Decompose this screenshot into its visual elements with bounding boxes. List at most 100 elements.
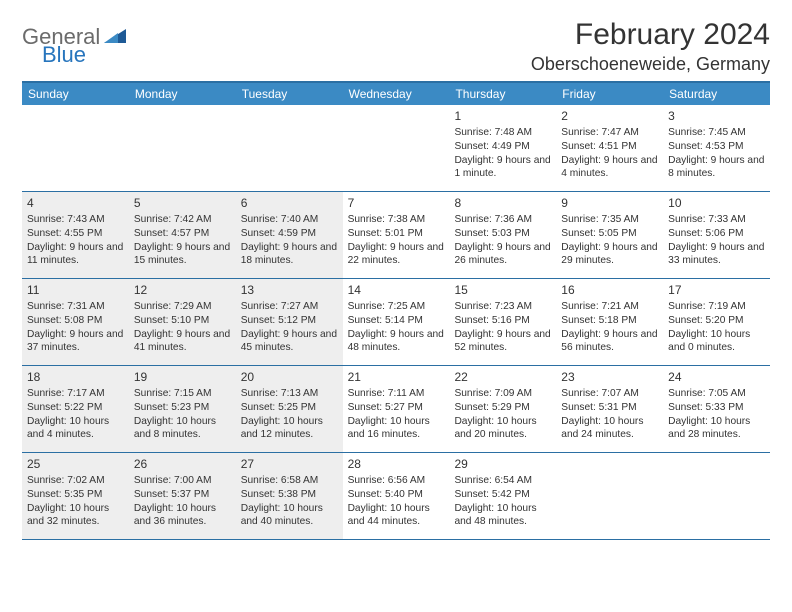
sunrise-text: Sunrise: 7:47 AM bbox=[561, 126, 658, 140]
day-cell: 20Sunrise: 7:13 AMSunset: 5:25 PMDayligh… bbox=[236, 366, 343, 452]
day-cell: 28Sunrise: 6:56 AMSunset: 5:40 PMDayligh… bbox=[343, 453, 450, 539]
day-number: 24 bbox=[668, 369, 765, 385]
daylight-text: Daylight: 10 hours and 12 minutes. bbox=[241, 415, 338, 443]
sunrise-text: Sunrise: 7:40 AM bbox=[241, 213, 338, 227]
sunrise-text: Sunrise: 7:11 AM bbox=[348, 387, 445, 401]
day-header-saturday: Saturday bbox=[663, 83, 770, 105]
day-number: 17 bbox=[668, 282, 765, 298]
daylight-text: Daylight: 10 hours and 0 minutes. bbox=[668, 328, 765, 356]
sunrise-text: Sunrise: 7:38 AM bbox=[348, 213, 445, 227]
day-number: 18 bbox=[27, 369, 124, 385]
sunrise-text: Sunrise: 7:33 AM bbox=[668, 213, 765, 227]
sunrise-text: Sunrise: 7:13 AM bbox=[241, 387, 338, 401]
day-number: 15 bbox=[454, 282, 551, 298]
daylight-text: Daylight: 9 hours and 8 minutes. bbox=[668, 154, 765, 182]
sunset-text: Sunset: 5:40 PM bbox=[348, 488, 445, 502]
daylight-text: Daylight: 9 hours and 29 minutes. bbox=[561, 241, 658, 269]
sunset-text: Sunset: 5:42 PM bbox=[454, 488, 551, 502]
sunset-text: Sunset: 5:23 PM bbox=[134, 401, 231, 415]
day-cell: 27 Sunrise: 6:58 AMSunset: 5:38 PMDayligh… bbox=[236, 453, 343, 539]
daylight-text: Daylight: 9 hours and 1 minute. bbox=[454, 154, 551, 182]
sunset-text: Sunset: 5:25 PM bbox=[241, 401, 338, 415]
day-cell: 24Sunrise: 7:05 AMSunset: 5:33 PMDayligh… bbox=[663, 366, 770, 452]
sunrise-text: Sunrise: 7:15 AM bbox=[134, 387, 231, 401]
day-cell: 25Sunrise: 7:02 AMSunset: 5:35 PMDayligh… bbox=[22, 453, 129, 539]
day-number: 26 bbox=[134, 456, 231, 472]
day-cell: 1 Sunrise: 7:48 AMSunset: 4:49 PMDaylight… bbox=[449, 105, 556, 191]
day-cell: 10Sunrise: 7:33 AMSunset: 5:06 PMDayligh… bbox=[663, 192, 770, 278]
day-number: 27 bbox=[241, 456, 338, 472]
day-number: 1 bbox=[454, 108, 551, 124]
day-cell: 15Sunrise: 7:23 AMSunset: 5:16 PMDayligh… bbox=[449, 279, 556, 365]
day-cell: 12Sunrise: 7:29 AMSunset: 5:10 PMDayligh… bbox=[129, 279, 236, 365]
day-cell: 19Sunrise: 7:15 AMSunset: 5:23 PMDayligh… bbox=[129, 366, 236, 452]
day-cell: 5Sunrise: 7:42 AMSunset: 4:57 PMDaylight… bbox=[129, 192, 236, 278]
day-number: 23 bbox=[561, 369, 658, 385]
daylight-text: Daylight: 9 hours and 33 minutes. bbox=[668, 241, 765, 269]
week-row: 1Sunrise: 7:48 AMSunset: 4:49 PMDaylight… bbox=[22, 105, 770, 192]
daylight-text: Daylight: 9 hours and 4 minutes. bbox=[561, 154, 658, 182]
week-row: 4Sunrise: 7:43 AMSunset: 4:55 PMDaylight… bbox=[22, 192, 770, 279]
sunrise-text: Sunrise: 7:17 AM bbox=[27, 387, 124, 401]
sunrise-text: Sunrise: 6:58 AM bbox=[241, 474, 338, 488]
sunset-text: Sunset: 5:05 PM bbox=[561, 227, 658, 241]
daylight-text: Daylight: 10 hours and 20 minutes. bbox=[454, 415, 551, 443]
sunrise-text: Sunrise: 7:19 AM bbox=[668, 300, 765, 314]
logo-part2: Blue bbox=[42, 42, 86, 67]
month-title: February 2024 bbox=[531, 18, 770, 52]
title-block: February 2024 Oberschoeneweide, Germany bbox=[531, 18, 770, 75]
daylight-text: Daylight: 10 hours and 28 minutes. bbox=[668, 415, 765, 443]
sunset-text: Sunset: 5:38 PM bbox=[241, 488, 338, 502]
daylight-text: Daylight: 9 hours and 41 minutes. bbox=[134, 328, 231, 356]
sunrise-text: Sunrise: 7:45 AM bbox=[668, 126, 765, 140]
sunset-text: Sunset: 5:22 PM bbox=[27, 401, 124, 415]
sunset-text: Sunset: 5:10 PM bbox=[134, 314, 231, 328]
day-number: 16 bbox=[561, 282, 658, 298]
sunset-text: Sunset: 5:29 PM bbox=[454, 401, 551, 415]
day-cell: 7Sunrise: 7:38 AMSunset: 5:01 PMDaylight… bbox=[343, 192, 450, 278]
sunset-text: Sunset: 5:20 PM bbox=[668, 314, 765, 328]
daylight-text: Daylight: 9 hours and 11 minutes. bbox=[27, 241, 124, 269]
calendar: SundayMondayTuesdayWednesdayThursdayFrid… bbox=[22, 81, 770, 540]
daylight-text: Daylight: 9 hours and 56 minutes. bbox=[561, 328, 658, 356]
week-row: 11Sunrise: 7:31 AMSunset: 5:08 PMDayligh… bbox=[22, 279, 770, 366]
sunset-text: Sunset: 5:12 PM bbox=[241, 314, 338, 328]
day-cell: 9 Sunrise: 7:35 AMSunset: 5:05 PMDaylight… bbox=[556, 192, 663, 278]
daylight-text: Daylight: 10 hours and 36 minutes. bbox=[134, 502, 231, 530]
day-header-tuesday: Tuesday bbox=[236, 83, 343, 105]
location: Oberschoeneweide, Germany bbox=[531, 54, 770, 75]
daylight-text: Daylight: 9 hours and 18 minutes. bbox=[241, 241, 338, 269]
day-cell: 11Sunrise: 7:31 AMSunset: 5:08 PMDayligh… bbox=[22, 279, 129, 365]
sunset-text: Sunset: 4:59 PM bbox=[241, 227, 338, 241]
sunset-text: Sunset: 5:35 PM bbox=[27, 488, 124, 502]
weeks-container: 1Sunrise: 7:48 AMSunset: 4:49 PMDaylight… bbox=[22, 105, 770, 540]
day-number: 14 bbox=[348, 282, 445, 298]
day-cell: 22Sunrise: 7:09 AMSunset: 5:29 PMDayligh… bbox=[449, 366, 556, 452]
daylight-text: Daylight: 10 hours and 40 minutes. bbox=[241, 502, 338, 530]
day-cell: 6Sunrise: 7:40 AMSunset: 4:59 PMDaylight… bbox=[236, 192, 343, 278]
daylight-text: Daylight: 9 hours and 26 minutes. bbox=[454, 241, 551, 269]
sunset-text: Sunset: 4:49 PM bbox=[454, 140, 551, 154]
day-number: 8 bbox=[454, 195, 551, 211]
week-row: 25Sunrise: 7:02 AMSunset: 5:35 PMDayligh… bbox=[22, 453, 770, 540]
day-number: 11 bbox=[27, 282, 124, 298]
sunrise-text: Sunrise: 7:35 AM bbox=[561, 213, 658, 227]
header: General February 2024 Oberschoeneweide, … bbox=[22, 18, 770, 75]
sunrise-text: Sunrise: 7:25 AM bbox=[348, 300, 445, 314]
day-number: 2 bbox=[561, 108, 658, 124]
sunrise-text: Sunrise: 7:27 AM bbox=[241, 300, 338, 314]
day-number: 5 bbox=[134, 195, 231, 211]
logo-triangle-icon bbox=[104, 27, 126, 48]
sunset-text: Sunset: 5:08 PM bbox=[27, 314, 124, 328]
day-cell bbox=[556, 453, 663, 539]
sunset-text: Sunset: 4:55 PM bbox=[27, 227, 124, 241]
day-header-wednesday: Wednesday bbox=[343, 83, 450, 105]
day-number: 9 bbox=[561, 195, 658, 211]
day-cell: 23Sunrise: 7:07 AMSunset: 5:31 PMDayligh… bbox=[556, 366, 663, 452]
sunrise-text: Sunrise: 7:48 AM bbox=[454, 126, 551, 140]
daylight-text: Daylight: 9 hours and 48 minutes. bbox=[348, 328, 445, 356]
daylight-text: Daylight: 9 hours and 22 minutes. bbox=[348, 241, 445, 269]
sunrise-text: Sunrise: 7:07 AM bbox=[561, 387, 658, 401]
day-number: 4 bbox=[27, 195, 124, 211]
day-number: 10 bbox=[668, 195, 765, 211]
